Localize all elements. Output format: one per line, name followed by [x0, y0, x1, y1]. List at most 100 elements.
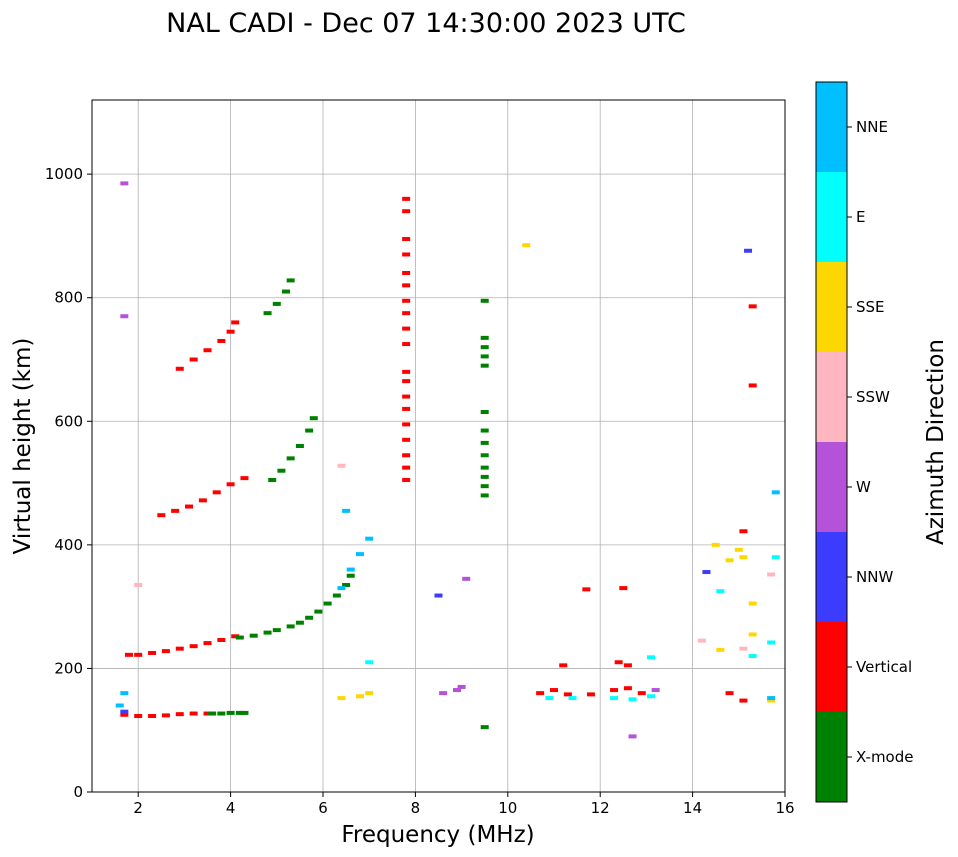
data-point	[402, 196, 411, 201]
data-point	[771, 555, 780, 560]
data-point	[545, 696, 554, 701]
colorbar-tick-label: X-mode	[856, 748, 913, 766]
data-point	[332, 593, 341, 598]
data-point	[240, 476, 249, 481]
x-tick-label: 6	[318, 799, 328, 817]
data-point	[120, 709, 129, 714]
data-point	[337, 586, 346, 591]
data-point	[402, 342, 411, 347]
data-point	[189, 644, 198, 649]
data-point	[725, 558, 734, 563]
data-point	[480, 474, 489, 479]
data-point	[610, 696, 619, 701]
data-point	[716, 589, 725, 594]
data-point	[480, 440, 489, 445]
x-tick-label: 14	[683, 799, 702, 817]
colorbar-tick-label: SSW	[856, 388, 890, 406]
data-point	[314, 609, 323, 614]
data-point	[402, 465, 411, 470]
data-point	[120, 181, 129, 186]
data-point	[120, 712, 129, 717]
colorbar-segment	[816, 442, 847, 532]
data-point	[355, 552, 364, 557]
y-tick-label: 600	[54, 412, 83, 430]
data-point	[734, 547, 743, 552]
data-point	[536, 691, 545, 696]
data-point	[203, 641, 212, 646]
data-point	[365, 660, 374, 665]
data-point	[739, 529, 748, 534]
data-point	[198, 498, 207, 503]
data-point	[134, 714, 143, 719]
data-point	[748, 304, 757, 309]
data-point	[402, 283, 411, 288]
data-point	[480, 428, 489, 433]
data-point	[439, 691, 448, 696]
data-point	[272, 301, 281, 306]
data-point	[614, 660, 623, 665]
data-point	[402, 379, 411, 384]
data-point	[480, 410, 489, 415]
colorbar-border	[815, 81, 848, 803]
data-point	[748, 601, 757, 606]
data-point	[277, 468, 286, 473]
data-point	[134, 652, 143, 657]
data-point	[748, 383, 757, 388]
data-point	[610, 688, 619, 693]
data-point	[725, 691, 734, 696]
data-point	[767, 572, 776, 577]
data-point	[231, 634, 240, 639]
data-point	[651, 688, 660, 693]
data-point	[711, 542, 720, 547]
data-point	[480, 354, 489, 359]
data-point	[480, 493, 489, 498]
colorbar-tick-label: E	[856, 208, 865, 226]
data-point	[189, 357, 198, 362]
data-point	[462, 576, 471, 581]
data-point	[231, 320, 240, 325]
x-tick-label: 12	[591, 799, 610, 817]
data-point	[355, 694, 364, 699]
x-tick-label: 16	[775, 799, 794, 817]
data-point	[226, 482, 235, 487]
data-point	[744, 248, 753, 253]
data-point	[208, 711, 217, 716]
data-point	[365, 691, 374, 696]
data-point	[235, 635, 244, 640]
y-axis: 0 200 400 600 800 1000	[45, 165, 92, 801]
data-point	[628, 697, 637, 702]
data-point	[480, 484, 489, 489]
data-point	[263, 630, 272, 635]
y-tick-label: 1000	[45, 165, 83, 183]
x-tick-label: 8	[411, 799, 421, 817]
data-point	[452, 688, 461, 693]
data-point	[402, 271, 411, 275]
data-point	[628, 734, 637, 739]
y-tick-label: 800	[54, 289, 83, 307]
data-point	[295, 620, 304, 625]
data-point	[124, 652, 133, 657]
data-point	[402, 394, 411, 399]
data-point	[480, 298, 489, 303]
data-point	[203, 348, 212, 353]
data-point	[402, 252, 411, 257]
data-point	[161, 713, 170, 718]
data-point	[115, 703, 124, 708]
data-point	[637, 691, 646, 696]
data-point	[272, 628, 281, 633]
data-point	[217, 638, 226, 643]
data-point	[346, 573, 355, 578]
data-point	[402, 406, 411, 411]
data-point	[434, 593, 443, 598]
colorbar-segment	[816, 172, 847, 262]
data-point	[647, 694, 656, 699]
data-point	[748, 632, 757, 637]
data-point	[249, 633, 258, 638]
data-point	[402, 237, 411, 242]
colorbar: X-mode Vertical NNW W SSW SSE E NNE	[815, 81, 913, 803]
data-point	[702, 570, 711, 575]
data-point	[148, 714, 157, 719]
data-point	[619, 586, 628, 591]
y-axis-label: Virtual height (km)	[10, 338, 36, 555]
data-point	[563, 692, 572, 697]
